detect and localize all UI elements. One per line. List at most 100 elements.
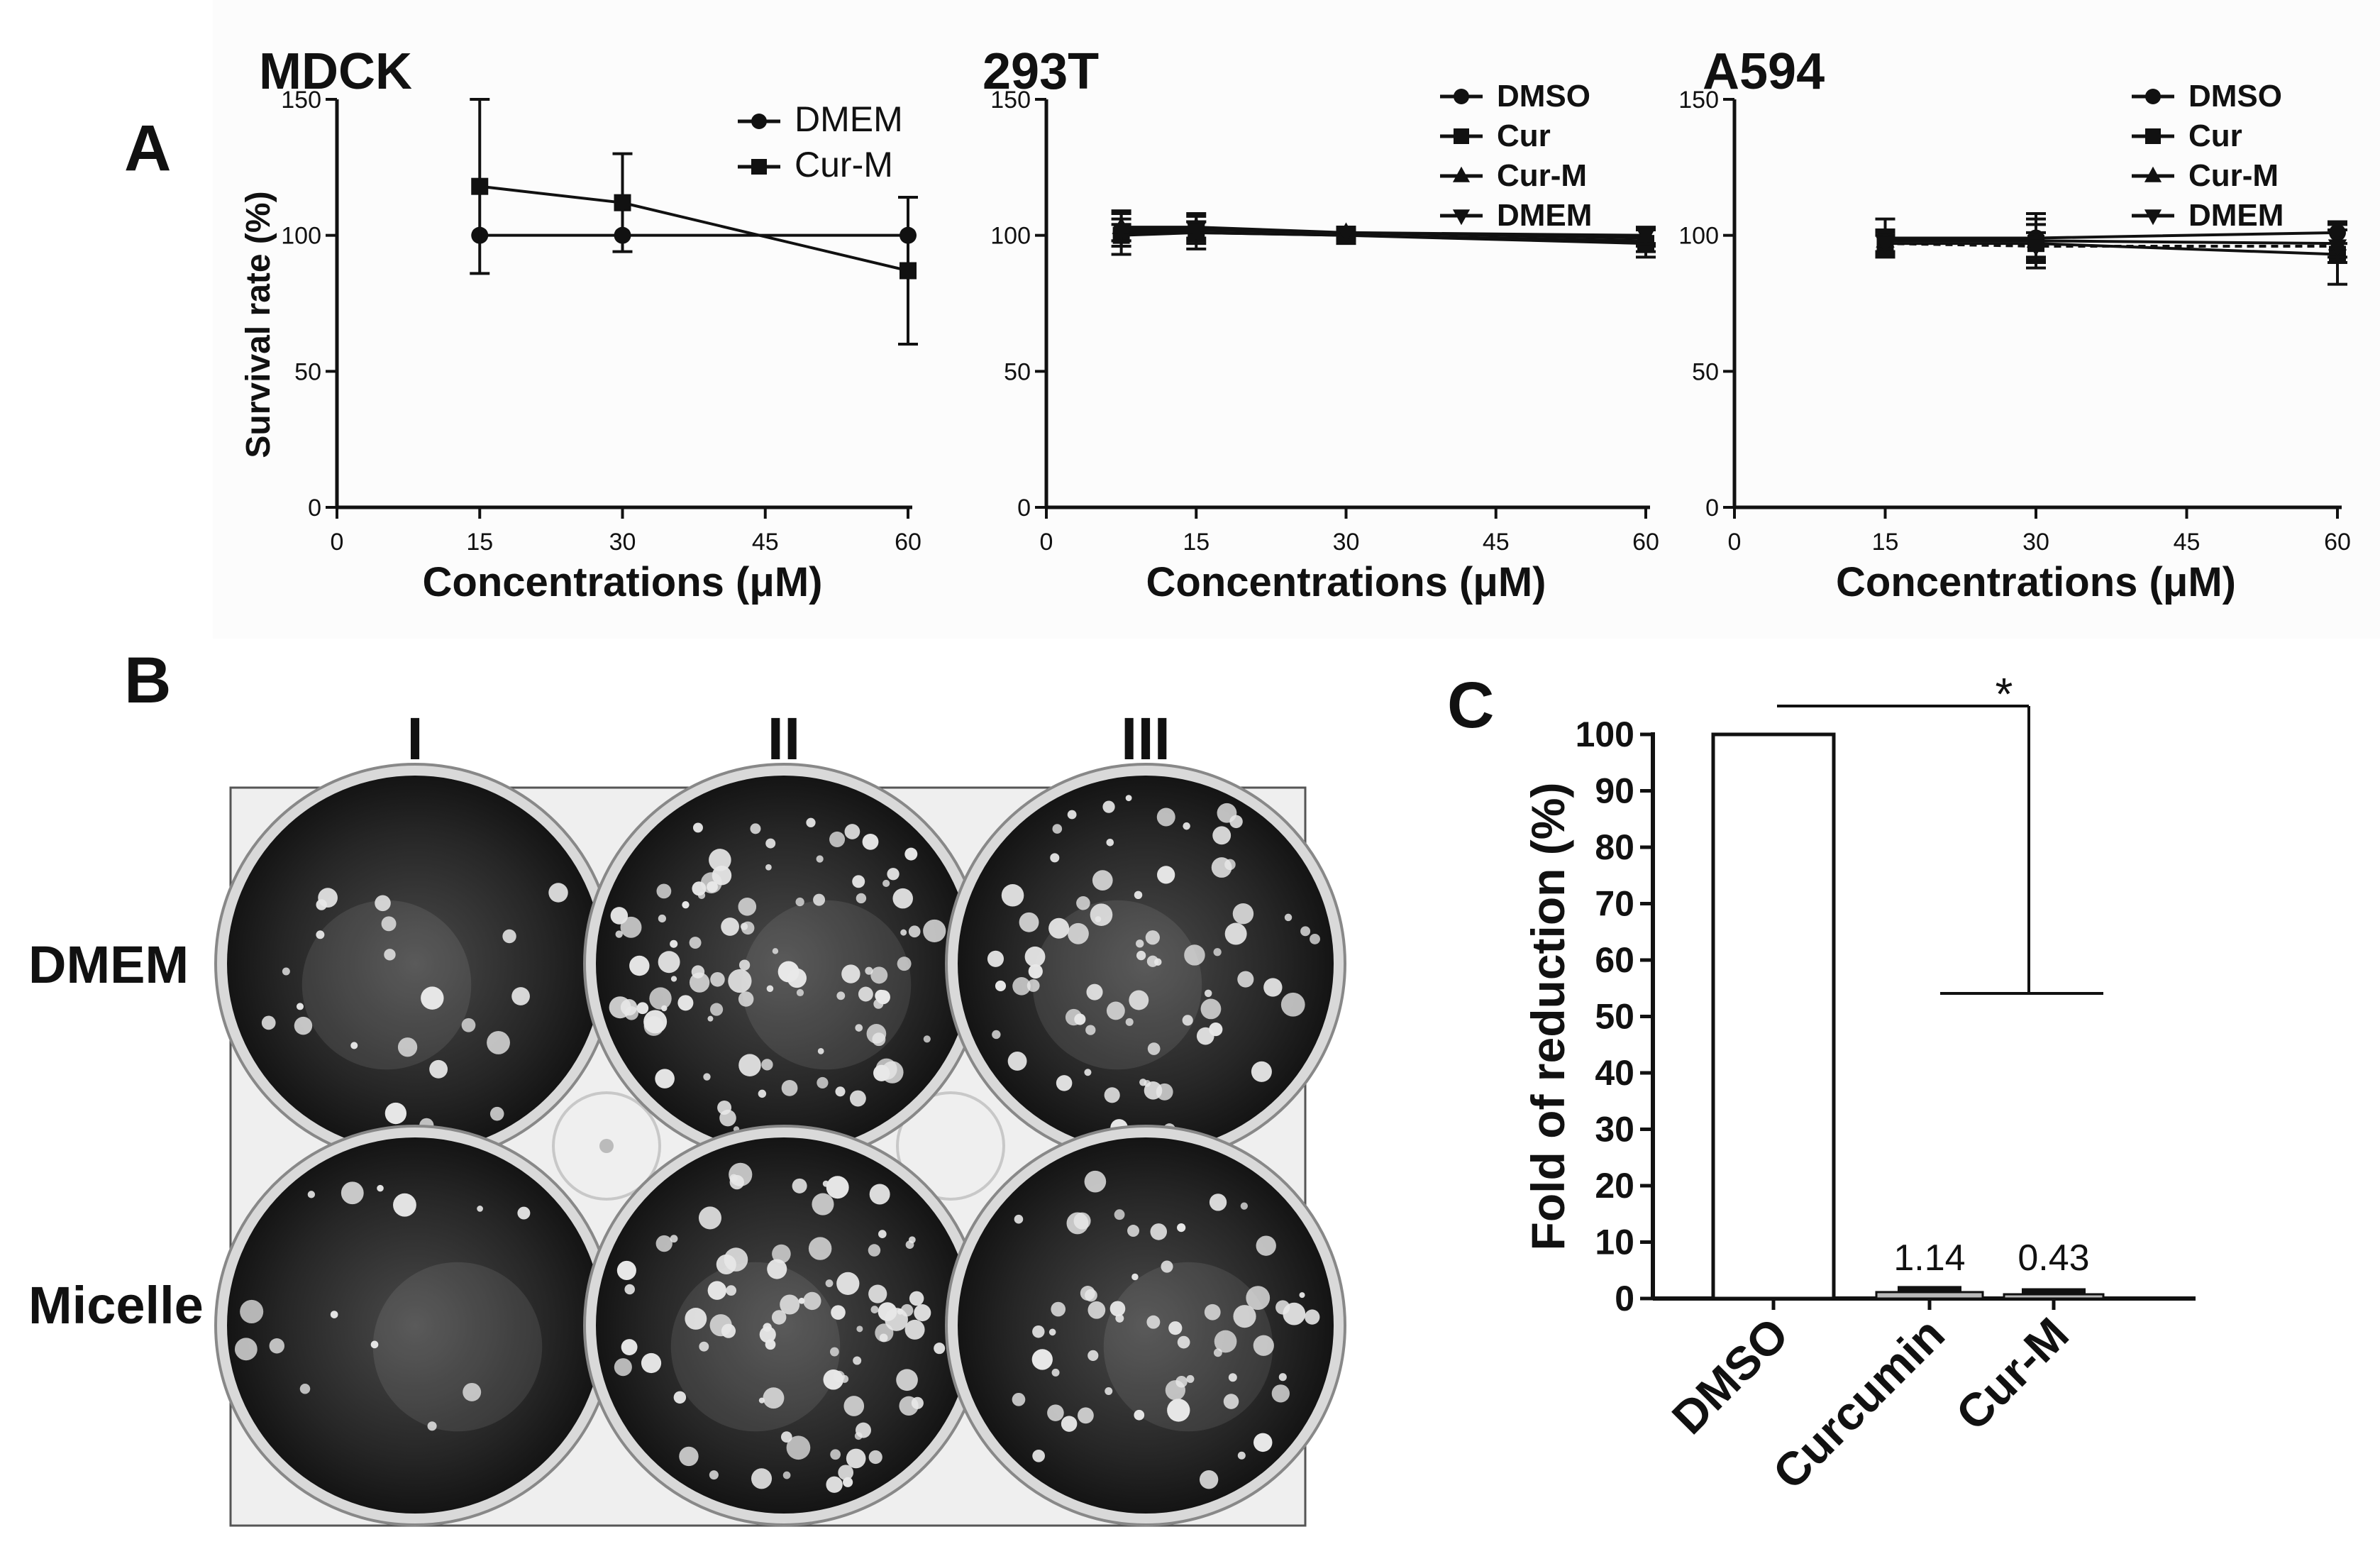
series-dmem [1111, 217, 1656, 246]
plaque [806, 817, 816, 827]
plaque [1223, 1394, 1239, 1409]
marker-triangle-up [1452, 166, 1471, 182]
x-tick-label: 60 [2324, 529, 2351, 556]
plaque [707, 1281, 727, 1300]
plaque [1305, 1309, 1320, 1325]
plaque [463, 1382, 482, 1401]
plaque [1134, 891, 1143, 900]
well-haze [741, 900, 912, 1070]
plaque [808, 1237, 832, 1260]
x-tick-label: Cur-M [1946, 1308, 2079, 1440]
plaque [923, 1035, 931, 1043]
plaque [1047, 1404, 1064, 1421]
plaque [761, 1059, 773, 1071]
plaque [904, 847, 918, 861]
plaque [1012, 977, 1031, 996]
plaque [710, 972, 725, 987]
plaque [866, 1024, 887, 1044]
plaque [709, 849, 731, 871]
plaque [1150, 1223, 1168, 1240]
marker-circle [751, 114, 767, 129]
plaque [1127, 1225, 1140, 1237]
plaque [658, 914, 666, 923]
chart-title: 293T [983, 43, 1099, 100]
plaque [841, 964, 860, 983]
marker-triangle-down [1336, 226, 1356, 243]
series-dmem [1875, 228, 2347, 264]
well [214, 763, 616, 1164]
plaque [1001, 883, 1024, 907]
well-interior [227, 776, 603, 1152]
x-tick-label: 45 [752, 529, 779, 556]
plaque [461, 1018, 476, 1032]
plaque [698, 1206, 721, 1230]
plaque [835, 1086, 846, 1097]
plaque [610, 907, 629, 925]
plaque [1224, 922, 1247, 945]
y-tick-label: 100 [281, 223, 321, 250]
plaque [1032, 1449, 1045, 1462]
plaque [812, 1193, 834, 1216]
plaque [350, 1042, 358, 1049]
well-interior [227, 1137, 603, 1514]
plaque [803, 1291, 821, 1311]
plaque [616, 1260, 636, 1281]
legend-label: DMEM [795, 99, 903, 139]
chart-title: MDCK [259, 43, 412, 100]
plaque [836, 991, 846, 1000]
plaque [875, 989, 887, 1002]
series-line [1121, 228, 1646, 237]
plaque [700, 872, 722, 894]
plaque [1048, 917, 1070, 939]
plaque [767, 1259, 787, 1279]
plaque [1233, 1305, 1256, 1328]
plaque [1125, 795, 1132, 802]
marker-square [614, 194, 631, 211]
plaque [1134, 1409, 1145, 1421]
plaque [934, 1343, 946, 1355]
plaque [375, 895, 391, 912]
plaque [792, 1178, 807, 1194]
plaque [817, 1048, 824, 1054]
plaque [1114, 1209, 1125, 1220]
x-tick-label: 45 [2174, 529, 2201, 556]
plaque [655, 1235, 673, 1252]
plaque [987, 950, 1004, 967]
plaque [1182, 1015, 1193, 1026]
plaque [829, 831, 846, 847]
legend: DMEM Cur-M [738, 99, 903, 184]
plaque [825, 1279, 834, 1287]
plaque [670, 939, 678, 948]
y-tick-label: 50 [1692, 358, 1719, 385]
plaque [1280, 992, 1305, 1017]
y-tick-label: 70 [1595, 884, 1634, 924]
plaque [673, 1391, 687, 1404]
plaque [1196, 1027, 1214, 1045]
plaque [750, 823, 761, 834]
plaque [721, 1323, 736, 1338]
plaque [1084, 1170, 1107, 1193]
plaque [1204, 989, 1212, 998]
plaque [738, 898, 757, 916]
plaque [710, 1003, 724, 1016]
x-tick-label: Curcumin [1763, 1308, 1954, 1499]
x-tick-label: 60 [1632, 529, 1659, 556]
legend-label: DMEM [2188, 198, 2284, 233]
plaque [502, 929, 516, 944]
plaque-plate-photo [214, 763, 1346, 1527]
plaque [765, 838, 776, 849]
well [583, 1125, 985, 1526]
plaque [307, 1191, 316, 1198]
plaque [1256, 1235, 1276, 1256]
plaque [909, 1291, 924, 1306]
plaque [823, 1369, 843, 1390]
plaque [1145, 930, 1160, 945]
plaque [1228, 1373, 1237, 1382]
legend-label: Cur-M [795, 145, 893, 184]
plaque [1051, 1301, 1066, 1317]
plaque [765, 864, 772, 871]
plaque [729, 1174, 738, 1182]
legend: DMSO Cur Cur-M DMEM [2132, 79, 2284, 233]
significance-bracket: * [1777, 668, 2103, 995]
plaque [649, 987, 672, 1010]
